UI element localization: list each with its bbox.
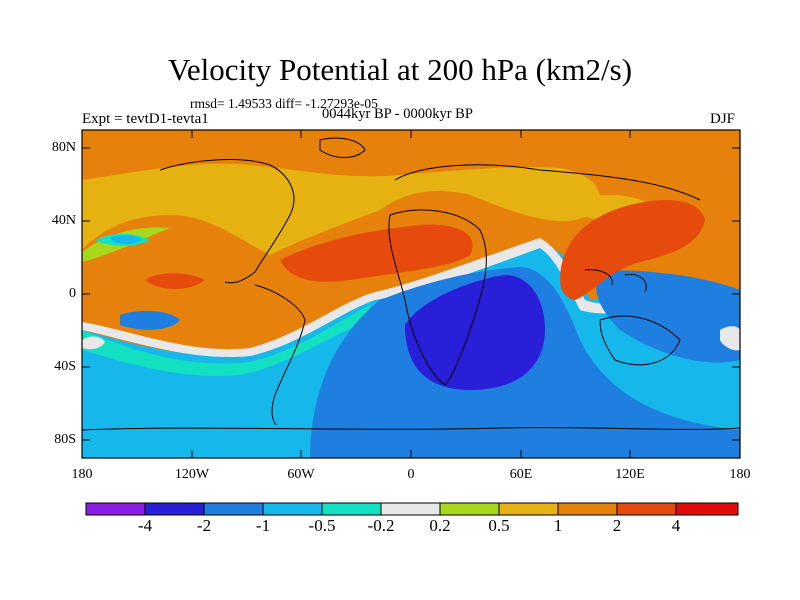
lon-label-0: 0: [407, 467, 415, 482]
page-title: Velocity Potential at 200 hPa (km2/s): [167, 52, 633, 87]
lon-label-60w: 60W: [287, 467, 315, 482]
lon-label-60e: 60E: [509, 467, 533, 482]
colorbar-swatch: [204, 503, 263, 515]
season-label: DJF: [710, 111, 736, 127]
colorbar-label: -4: [137, 516, 153, 535]
colorbar-swatch: [263, 503, 322, 515]
lat-ticks: [82, 147, 740, 441]
velocity-potential-field: [82, 130, 740, 458]
colorbar-label: -1: [255, 516, 271, 535]
colorbar-label: 0.2: [429, 516, 451, 535]
lon-label-180e: 180: [729, 467, 751, 482]
colorbar-label: 1: [553, 516, 563, 535]
colorbar-swatch: [381, 503, 440, 515]
lon-ticks: [81, 130, 741, 458]
colorbar-swatch: [617, 503, 676, 515]
lat-label-80s: 80S: [54, 432, 76, 447]
coastlines: [82, 137, 740, 431]
lat-label-40n: 40N: [51, 213, 76, 228]
colorbar-swatch: [499, 503, 558, 515]
colorbar-swatch: [440, 503, 499, 515]
lon-label-120e: 120E: [615, 467, 645, 482]
experiment-label: Expt = tevtD1-tevta1: [82, 111, 209, 127]
stats-label: rmsd= 1.49533 diff= -1.27293e-05: [190, 96, 378, 111]
colorbar-swatch: [676, 503, 738, 515]
lat-label-0: 0: [69, 286, 76, 301]
colorbar-label: -0.2: [367, 516, 395, 535]
colorbar-label: -2: [196, 516, 212, 535]
lon-label-120w: 120W: [174, 467, 210, 482]
colorbar-label: 4: [671, 516, 681, 535]
period-label: 0044kyr BP - 0000kyr BP: [322, 106, 473, 122]
colorbar-label: 2: [612, 516, 622, 535]
colorbar-swatch: [145, 503, 204, 515]
colorbar: [85, 502, 739, 516]
colorbar-label: 0.5: [488, 516, 510, 535]
colorbar-swatch: [558, 503, 617, 515]
colorbar-swatch: [322, 503, 381, 515]
colorbar-swatch: [86, 503, 145, 515]
lat-label-80n: 80N: [51, 140, 76, 155]
colorbar-label: -0.5: [308, 516, 336, 535]
lat-label-40s: 40S: [54, 359, 76, 374]
lon-label-180w: 180: [71, 467, 93, 482]
